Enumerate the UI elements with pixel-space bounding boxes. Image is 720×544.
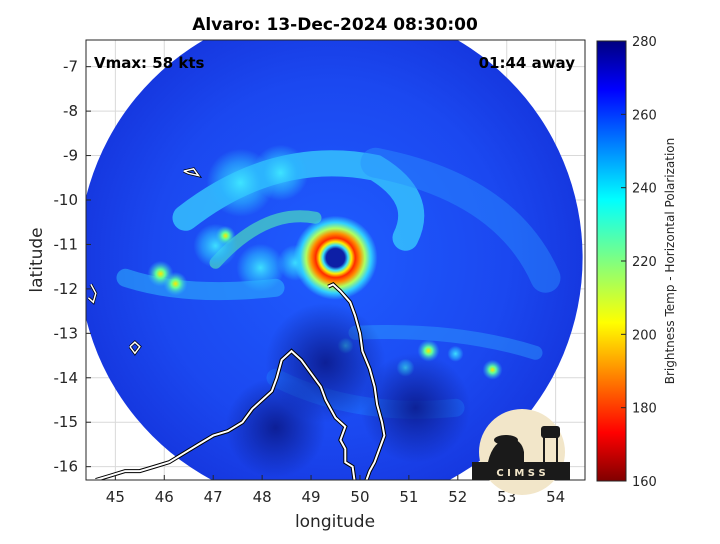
colorbar-label: Brightness Temp - Horizontal Polarizatio…: [663, 138, 677, 385]
y-tick-label: -16: [54, 458, 79, 476]
convective-cells: [147, 144, 503, 478]
x-tick-label: 51: [399, 488, 418, 506]
y-tick-label: -14: [54, 369, 79, 387]
vmax-label: Vmax: 58 kts: [94, 54, 204, 72]
island-outline: [87, 284, 97, 304]
convective-cell: [482, 359, 503, 380]
x-tick-label: 54: [546, 488, 565, 506]
convective-cell: [225, 377, 326, 478]
y-tick-label: -8: [63, 102, 78, 120]
x-axis-label: longitude: [295, 512, 375, 532]
y-tick-label: -10: [54, 191, 79, 209]
rain-band: [360, 147, 561, 293]
colorbar-tick-label: 180: [632, 402, 657, 417]
x-tick-label: 46: [155, 488, 174, 506]
x-tick-label: 49: [301, 488, 320, 506]
logo-text: C I M S S: [496, 468, 545, 479]
coastline: [87, 167, 387, 480]
x-tick-label: 50: [350, 488, 369, 506]
colorbar-tick-label: 240: [632, 182, 657, 197]
convective-cell: [360, 352, 471, 463]
eyewall: [293, 215, 378, 300]
rain-band: [348, 324, 543, 360]
y-tick-label: -12: [54, 280, 79, 298]
colorbar-tick-label: 280: [632, 35, 657, 50]
colorbar-ticks: 280 260 240 220 200 180 160: [621, 35, 657, 490]
cimss-logo: C I M S S: [472, 409, 570, 495]
y-tick-label: -7: [63, 58, 78, 76]
brightness-temperature-swath: [86, 40, 583, 480]
x-tick-label: 52: [448, 488, 467, 506]
x-tick-label: 45: [106, 488, 125, 506]
colorbar-tick-label: 160: [632, 475, 657, 490]
axes-frame: [85, 39, 586, 481]
y-tick-label: -11: [54, 235, 79, 253]
convective-cell: [252, 144, 309, 201]
convective-cell: [236, 243, 285, 292]
y-axis: -7 -8 -9 -10 -11 -12 -13 -14 -15 -16: [54, 58, 91, 476]
y-tick-label: -15: [54, 413, 79, 431]
colorbar-tick-label: 220: [632, 255, 657, 270]
y-tick-label: -9: [63, 147, 78, 165]
x-tick-label: 48: [253, 488, 272, 506]
x-axis: 45 46 47 48 49 50 51 52 53 54: [106, 475, 565, 506]
time-away-label: 01:44 away: [479, 54, 576, 72]
colorbar-tick-label: 260: [632, 108, 657, 123]
convective-cell: [163, 271, 188, 296]
island-outline: [129, 341, 141, 355]
coastline-madagascar: [95, 283, 386, 480]
figure-title: Alvaro: 13-Dec-2024 08:30:00: [192, 15, 478, 35]
x-tick-label: 47: [204, 488, 223, 506]
y-tick-label: -13: [54, 324, 79, 342]
y-axis-label: latitude: [27, 227, 47, 292]
colorbar-tick-label: 200: [632, 328, 657, 343]
island-outline: [183, 168, 201, 177]
convective-cell: [215, 225, 236, 246]
convective-cell: [447, 345, 464, 362]
